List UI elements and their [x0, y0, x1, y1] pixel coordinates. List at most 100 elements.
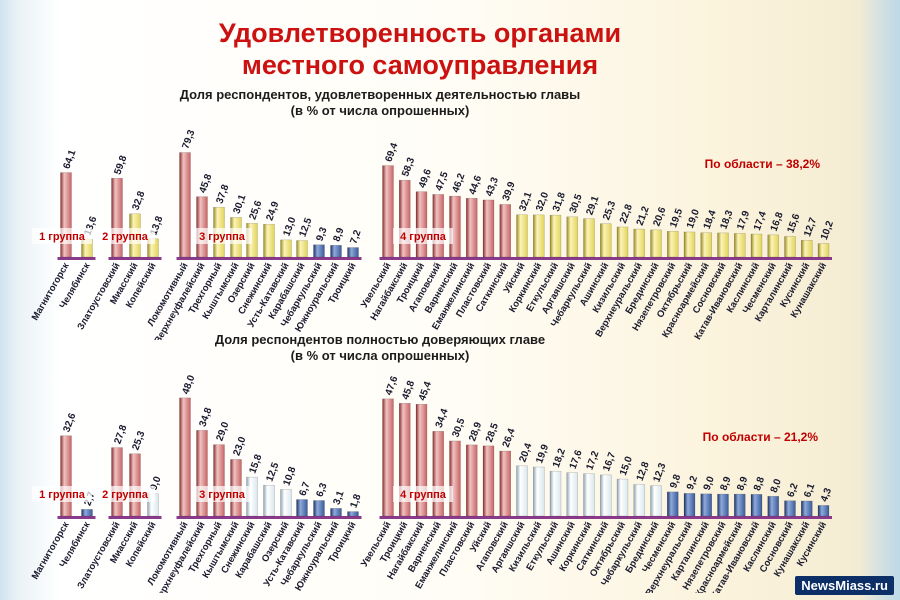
bar-19 [415, 191, 428, 258]
chart1-title: Доля респондентов, удовлетворенных деяте… [179, 87, 581, 102]
bar-15 [330, 245, 342, 258]
value-label-3: 59,8 [112, 154, 129, 176]
bar-39 [750, 494, 763, 517]
value-label-12: 13,0 [281, 215, 298, 237]
bar-35 [683, 231, 696, 258]
bar-24 [499, 450, 511, 517]
value-label-36: 18,4 [702, 208, 719, 230]
bar-29 [583, 473, 595, 517]
value-label-22: 28,9 [467, 420, 484, 442]
bar-40 [767, 234, 779, 258]
bar-13 [296, 499, 308, 517]
group-label-3: 3 группа [199, 231, 246, 243]
bar-27 [549, 470, 562, 517]
bar-20 [432, 431, 444, 517]
bar-18 [399, 179, 411, 258]
value-label-34: 9,8 [668, 473, 683, 490]
region-average-annotation: По области – 21,2% [703, 430, 819, 444]
bar-24 [499, 204, 511, 258]
bar-28 [566, 472, 578, 517]
value-label-15: 3,1 [331, 489, 346, 506]
bar-21 [449, 195, 461, 258]
chart2-title: Доля респондентов полностью доверяющих г… [214, 332, 546, 347]
bar-23 [482, 199, 495, 258]
bar-40 [767, 496, 779, 517]
group-label-1: 1 группа [39, 489, 86, 501]
bar-25 [516, 465, 528, 517]
value-label-30: 16,7 [601, 450, 618, 472]
bar-41 [784, 236, 796, 258]
bar-2 [81, 509, 93, 517]
group-label-bg-2 [95, 486, 155, 502]
value-label-11: 24,9 [264, 200, 281, 222]
bar-37 [717, 232, 729, 258]
bar-38 [734, 493, 746, 517]
value-label-40: 8,0 [769, 477, 784, 494]
value-label-21: 46,2 [450, 172, 467, 194]
value-label-19: 45,4 [417, 380, 434, 402]
value-label-9: 23,0 [231, 435, 248, 457]
value-label-13: 12,5 [297, 216, 314, 238]
group-label-4: 4 группа [400, 489, 447, 501]
bar-14 [313, 500, 325, 517]
group-label-4: 4 группа [400, 231, 447, 243]
bar-20 [432, 194, 444, 258]
value-label-21: 30,5 [450, 416, 467, 438]
value-label-17: 47,6 [383, 374, 400, 396]
value-label-1: 32,6 [61, 411, 78, 433]
value-label-39: 8,8 [752, 475, 767, 492]
bar-21 [449, 440, 461, 517]
bar-1 [60, 435, 72, 517]
bar-11 [263, 484, 275, 517]
value-label-18: 45,8 [400, 379, 417, 401]
value-label-32: 21,2 [635, 205, 652, 227]
bar-22 [466, 444, 478, 517]
group-label-bg-3 [192, 486, 252, 502]
region-average-annotation: По области – 38,2% [705, 157, 821, 171]
value-label-7: 45,8 [197, 172, 214, 194]
value-label-10: 15,8 [247, 453, 264, 475]
bar-37 [717, 493, 729, 517]
bar-41 [784, 500, 796, 517]
value-label-31: 15,0 [618, 455, 635, 477]
bar-16 [347, 511, 359, 517]
value-label-15: 8,9 [331, 226, 346, 243]
bar-8 [213, 444, 225, 517]
value-label-22: 44,6 [467, 174, 484, 196]
value-label-35: 19,0 [685, 208, 702, 230]
value-label-24: 26,4 [501, 427, 518, 449]
bar-28 [566, 216, 578, 258]
value-label-25: 32,1 [517, 190, 534, 212]
value-label-35: 9,2 [685, 474, 700, 491]
bar-13 [296, 240, 308, 258]
value-label-28: 30,5 [568, 192, 585, 214]
value-label-6: 79,3 [180, 128, 197, 150]
value-label-28: 17,6 [568, 448, 585, 470]
value-label-34: 19,5 [668, 207, 685, 229]
group-label-3: 3 группа [199, 489, 246, 501]
bar-34 [667, 491, 679, 517]
bar-32 [633, 484, 645, 517]
value-label-33: 12,3 [651, 461, 668, 483]
value-label-26: 19,9 [534, 443, 551, 465]
watermark: NewsMiass.ru [795, 576, 894, 595]
bar-25 [516, 214, 528, 258]
bar-26 [533, 214, 545, 258]
value-label-7: 34,8 [197, 406, 214, 428]
value-label-29: 17,2 [584, 449, 601, 471]
value-label-23: 28,5 [484, 421, 501, 443]
value-label-23: 43,3 [484, 176, 501, 198]
value-label-3: 27,8 [112, 423, 129, 445]
bar-14 [313, 244, 325, 258]
main-title-line1: Удовлетворенность органами [218, 18, 622, 48]
group-label-bg-2 [95, 228, 155, 244]
bar-6 [179, 152, 191, 258]
bar-38 [734, 233, 746, 258]
group-label-2: 2 группа [102, 231, 149, 243]
value-label-43: 10,2 [819, 219, 836, 241]
value-label-30: 25,3 [601, 199, 618, 221]
bar-7 [196, 196, 208, 258]
value-label-13: 6,7 [297, 480, 312, 497]
bar-19 [415, 403, 428, 517]
bar-29 [583, 218, 595, 258]
